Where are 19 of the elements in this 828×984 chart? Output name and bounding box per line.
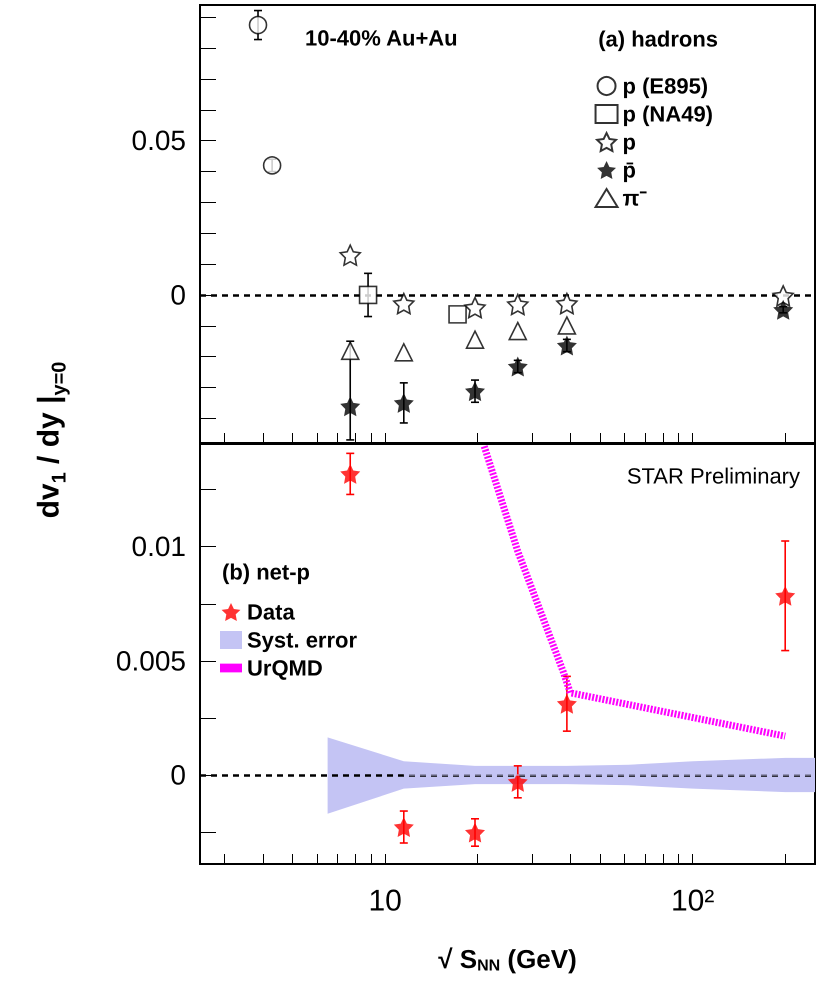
y-tick-label: 0 xyxy=(170,759,186,790)
y-tick-label: 0.01 xyxy=(132,531,186,562)
x-tick-label: 10² xyxy=(670,884,714,918)
legend-label: p̄ xyxy=(622,158,636,182)
legend-title: (b) net-p xyxy=(222,560,310,584)
legend-label: p (E895) xyxy=(622,74,708,98)
annotation: STAR Preliminary xyxy=(626,464,800,488)
x-tick-label: 10 xyxy=(368,884,402,918)
y-tick-label: 0 xyxy=(170,279,186,310)
text: 10-40% Au+Au xyxy=(305,26,458,50)
legend-label: p (NA49) xyxy=(622,102,714,126)
legend-label: Syst. error xyxy=(247,628,358,652)
y-tick-label: 0.05 xyxy=(132,125,186,156)
y-tick-label: 0.005 xyxy=(116,645,186,676)
legend-title: (a) hadrons xyxy=(598,26,718,52)
legend-label: π⁻ xyxy=(622,186,648,210)
legend-label: UrQMD xyxy=(247,656,323,680)
legend-label: p xyxy=(622,130,636,154)
legend-label: Data xyxy=(247,600,296,624)
